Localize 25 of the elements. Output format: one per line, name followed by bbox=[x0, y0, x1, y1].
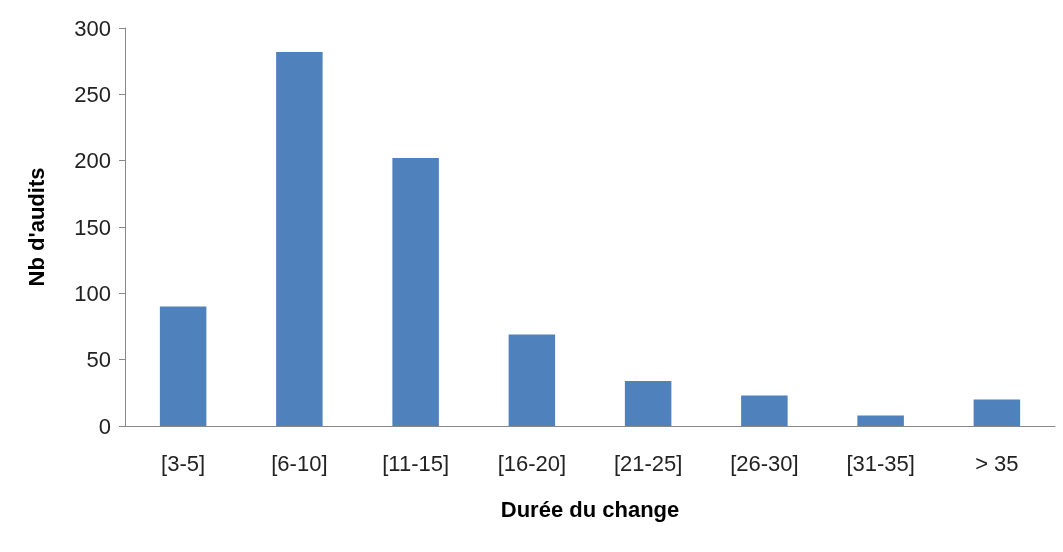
bar bbox=[624, 380, 672, 426]
bar bbox=[973, 399, 1021, 426]
y-axis-title: Nb d'audits bbox=[23, 167, 49, 287]
x-tick-label: [6-10] bbox=[271, 450, 328, 476]
x-tick-label: [3-5] bbox=[161, 450, 206, 476]
bar bbox=[741, 395, 788, 426]
x-axis-title: Durée du change bbox=[500, 496, 680, 522]
y-tick-label: 150 bbox=[74, 214, 111, 240]
x-tick-label: [26-30] bbox=[730, 450, 799, 476]
y-tick-label: 300 bbox=[74, 15, 111, 41]
y-tick-label: 250 bbox=[74, 81, 111, 107]
y-tick-label: 50 bbox=[86, 347, 111, 373]
bar bbox=[857, 415, 904, 426]
bar bbox=[392, 158, 439, 426]
y-tick-label: 200 bbox=[74, 148, 111, 174]
y-tick-label: 0 bbox=[98, 413, 111, 439]
y-tick-label: 100 bbox=[74, 280, 111, 306]
x-tick-label: [11-15] bbox=[382, 450, 450, 476]
x-tick-label: [31-35] bbox=[846, 450, 915, 476]
x-tick-label: [16-20] bbox=[497, 450, 567, 476]
bar bbox=[159, 306, 207, 426]
bar bbox=[276, 51, 323, 426]
x-tick-label: [21-25] bbox=[613, 450, 683, 476]
x-tick-label: > 35 bbox=[975, 450, 1019, 476]
bar bbox=[508, 334, 556, 426]
